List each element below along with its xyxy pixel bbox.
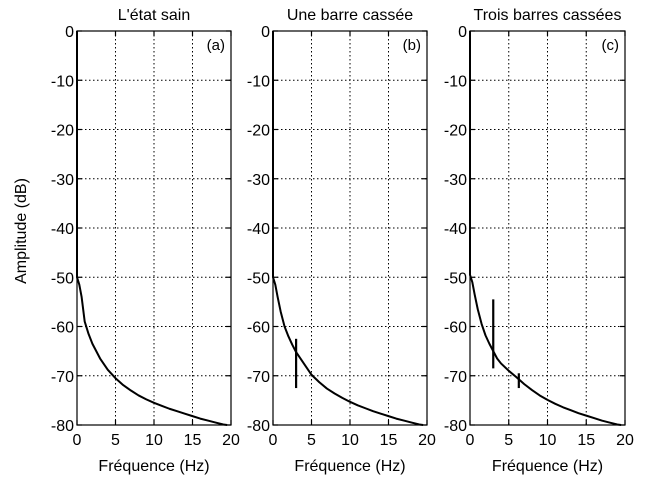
y-tick-label: -40	[51, 221, 74, 238]
x-tick-label: 15	[577, 432, 595, 449]
spectrum-line	[469, 31, 622, 426]
x-tick-label: 5	[111, 432, 120, 449]
chart-panels: 0 5 10 15 20 0 -10 -20 -30 -40 -50 -60 -70 -80 L'état …	[51, 7, 634, 475]
y-tick-label: -20	[444, 123, 467, 140]
panel-title: L'état sain	[118, 7, 190, 24]
y-tick-label: -80	[444, 418, 467, 435]
y-tick-label: -30	[444, 172, 467, 189]
y-tick-label: -40	[444, 221, 467, 238]
x-axis-title: Fréquence (Hz)	[98, 458, 209, 475]
x-tick-label: 5	[504, 432, 513, 449]
panel-a: 0 5 10 15 20 0 -10 -20 -30 -40 -50 -60 -70 -80 L'état …	[51, 7, 240, 475]
x-tick-label: 10	[145, 432, 163, 449]
panel-tag: (b)	[403, 37, 421, 54]
panel-tag: (a)	[207, 37, 225, 54]
x-tick-label: 0	[466, 432, 475, 449]
y-tick-label: -10	[51, 73, 74, 90]
y-tick-label: -80	[247, 418, 270, 435]
y-tick-label: -20	[51, 123, 74, 140]
y-tick-label: -10	[444, 73, 467, 90]
x-tick-label: 10	[341, 432, 359, 449]
x-tick-label: 0	[269, 432, 278, 449]
y-tick-label: -50	[51, 270, 74, 287]
x-tick-label: 5	[307, 432, 316, 449]
y-tick-label: -20	[247, 123, 270, 140]
y-tick-label: -50	[444, 270, 467, 287]
x-axis-title: Fréquence (Hz)	[294, 458, 405, 475]
y-tick-label: -30	[247, 172, 270, 189]
y-tick-label: -80	[51, 418, 74, 435]
panel-title: Trois barres cassées	[474, 7, 622, 24]
panel-c: 0 5 10 15 20 0 -10 -20 -30 -40 -50 -60 -70 -80 Trois b…	[444, 7, 634, 475]
x-tick-label: 15	[184, 432, 202, 449]
y-tick-label: 0	[458, 24, 467, 41]
x-tick-label: 10	[539, 432, 557, 449]
y-tick-label: 0	[65, 24, 74, 41]
x-tick-label: 20	[222, 432, 240, 449]
y-tick-label: -40	[247, 221, 270, 238]
y-tick-label: -60	[51, 320, 74, 337]
x-tick-label: 20	[616, 432, 634, 449]
y-axis-title: Amplitude (dB)	[13, 178, 30, 284]
y-tick-label: -70	[51, 369, 74, 386]
x-tick-label: 20	[418, 432, 436, 449]
panel-tag: (c)	[602, 37, 620, 54]
x-tick-label: 0	[73, 432, 82, 449]
spectrum-line	[272, 31, 424, 426]
panel-title: Une barre cassée	[287, 7, 413, 24]
y-tick-label: -60	[444, 320, 467, 337]
y-tick-label: 0	[261, 24, 270, 41]
x-tick-label: 15	[380, 432, 398, 449]
y-tick-label: -10	[247, 73, 270, 90]
spectrum-line	[76, 31, 228, 426]
y-tick-label: -70	[444, 369, 467, 386]
y-tick-label: -30	[51, 172, 74, 189]
x-axis-title: Fréquence (Hz)	[492, 458, 603, 475]
panel-b: 0 5 10 15 20 0 -10 -20 -30 -40 -50 -60 -70 -80 Une bar…	[247, 7, 436, 475]
y-tick-label: -70	[247, 369, 270, 386]
y-tick-label: -60	[247, 320, 270, 337]
y-tick-label: -50	[247, 270, 270, 287]
